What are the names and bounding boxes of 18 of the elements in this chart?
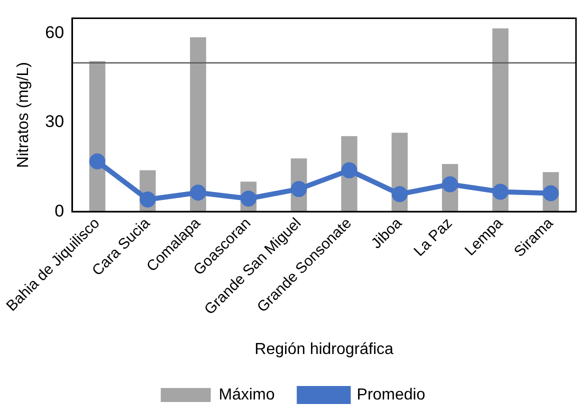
point: [140, 191, 156, 208]
point: [392, 186, 408, 202]
point: [492, 184, 508, 200]
point: [542, 185, 559, 202]
legend-label: Promedio: [356, 386, 426, 404]
bar: [190, 37, 206, 212]
y-axis-title: Nitratos (mg/L): [15, 62, 32, 168]
point: [341, 162, 358, 178]
point: [190, 184, 206, 201]
point: [290, 181, 307, 198]
x-tick-label: La Paz: [410, 214, 456, 260]
legend-label: Máximo: [218, 386, 275, 404]
y-tick-label: 60: [45, 22, 64, 42]
y-tick-label: 30: [45, 112, 64, 132]
point: [89, 153, 106, 170]
y-tick-label: 0: [54, 201, 64, 220]
x-axis-title: Región hidrográfica: [254, 340, 394, 358]
bar: [492, 28, 508, 212]
